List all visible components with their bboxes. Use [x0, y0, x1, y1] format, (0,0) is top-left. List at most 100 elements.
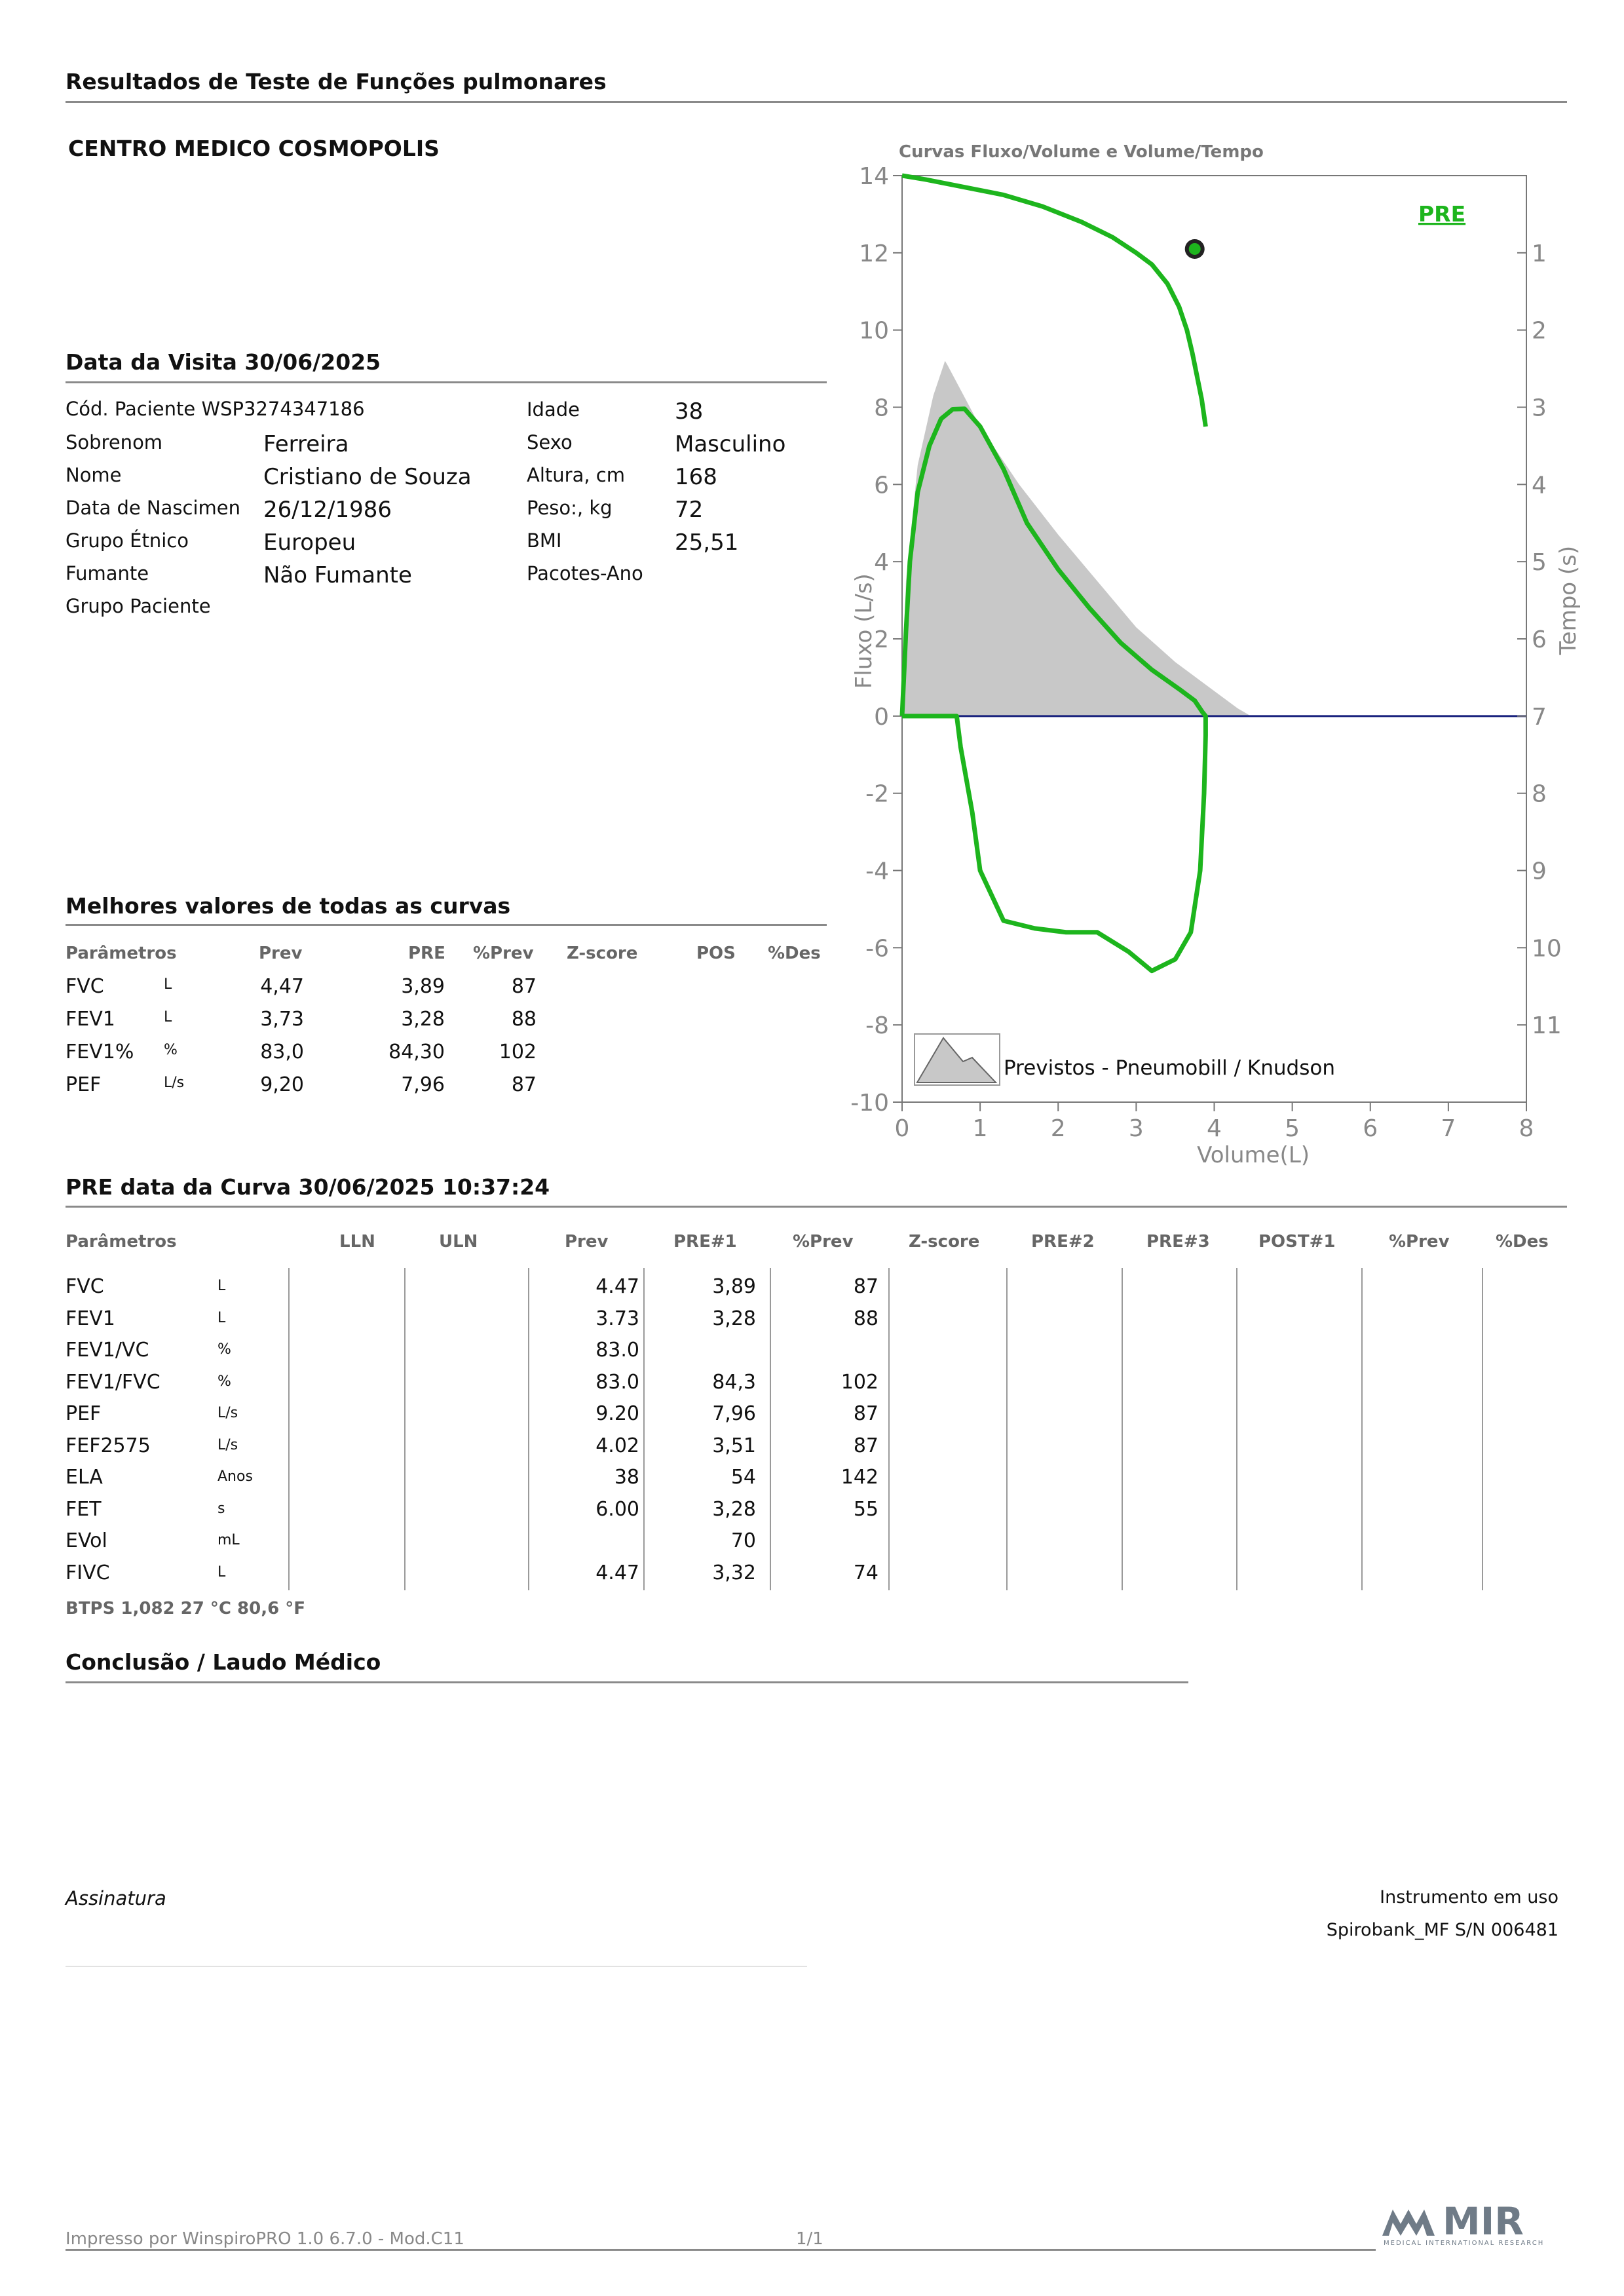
param-unit: % — [164, 1042, 178, 1058]
y2-tick-label: 10 — [1532, 935, 1562, 962]
column-header: Prev — [565, 1232, 609, 1252]
param-unit: L — [217, 1278, 226, 1294]
patient-value: Cristiano de Souza — [263, 464, 472, 490]
param-unit: L — [217, 1564, 226, 1580]
prev-value: 9,20 — [260, 1073, 304, 1096]
param-unit: L — [217, 1310, 226, 1326]
pre1-value: 70 — [730, 1529, 756, 1552]
pprev-value: 87 — [853, 1434, 878, 1457]
column-header: Parâmetros — [66, 1232, 177, 1252]
title-divider — [66, 101, 1567, 103]
pprev-value: 102 — [840, 1371, 878, 1394]
mir-logo-subtitle: MEDICAL INTERNATIONAL RESEARCH — [1384, 2240, 1545, 2247]
pprev-value: 74 — [853, 1561, 878, 1584]
column-header: LLN — [339, 1232, 375, 1252]
patient-value: Ferreira — [263, 431, 349, 457]
patient-label: Pacotes-Ano — [527, 562, 643, 584]
column-separator — [288, 1268, 290, 1590]
param-unit: L — [164, 1009, 172, 1025]
prev-value: 3,73 — [260, 1008, 304, 1031]
pre-value: 84,30 — [388, 1041, 445, 1063]
column-separator — [888, 1268, 890, 1590]
conclusion-divider — [66, 1681, 1188, 1683]
column-header: Parâmetros — [66, 944, 177, 963]
pre1-value: 54 — [730, 1466, 756, 1489]
patient-value: Não Fumante — [263, 562, 412, 588]
center-name: CENTRO MEDICO COSMOPOLIS — [68, 136, 440, 161]
x-tick-label: 4 — [1207, 1115, 1222, 1142]
x-tick-label: 6 — [1363, 1115, 1378, 1142]
instrument-value: Spirobank_MF S/N 006481 — [1326, 1920, 1558, 1940]
patient-value: 72 — [675, 497, 704, 523]
param-unit: L — [164, 976, 172, 993]
column-header: POST#1 — [1258, 1232, 1336, 1252]
column-separator — [1122, 1268, 1123, 1590]
pre1-value: 3,28 — [712, 1498, 756, 1521]
pre-volume-time-curve — [901, 173, 1208, 427]
curve-title: PRE data da Curva 30/06/2025 10:37:24 — [66, 1174, 550, 1200]
pprev-value: 102 — [499, 1041, 537, 1063]
param-name: FEF2575 — [66, 1434, 151, 1457]
patient-label: BMI — [527, 529, 562, 552]
y2-tick-label: 7 — [1532, 704, 1547, 731]
prev-value: 38 — [614, 1466, 639, 1489]
y2-tick-label: 9 — [1532, 858, 1547, 885]
param-name: FEV1 — [66, 1008, 115, 1031]
y2-axis-label: Tempo (s) — [1555, 546, 1581, 655]
prev-value: 83.0 — [595, 1339, 639, 1362]
column-separator — [404, 1268, 406, 1590]
x-axis-label: Volume(L) — [1197, 1142, 1310, 1168]
param-unit: s — [217, 1501, 225, 1517]
patient-value: Masculino — [675, 431, 786, 457]
legend-predicted-icon — [916, 1037, 998, 1083]
pprev-value: 87 — [853, 1402, 878, 1425]
pre1-value: 7,96 — [712, 1402, 756, 1425]
y-tick-label: -10 — [850, 1090, 889, 1117]
patient-value: 38 — [675, 398, 704, 425]
param-name: PEF — [66, 1402, 102, 1425]
btps-info: BTPS 1,082 27 °C 80,6 °F — [66, 1599, 306, 1618]
param-name: ELA — [66, 1466, 103, 1489]
prev-value: 4.47 — [595, 1275, 639, 1298]
y-tick-label: 4 — [874, 549, 889, 576]
param-name: FVC — [66, 975, 104, 998]
param-name: FEV1/VC — [66, 1339, 149, 1362]
plot-frame — [901, 175, 1527, 1103]
y2-tick-label: 6 — [1532, 626, 1547, 653]
mir-logo: MIR MEDICAL INTERNATIONAL RESEARCH — [1382, 2199, 1566, 2255]
y2-tick-label: 11 — [1532, 1012, 1562, 1039]
y-tick-label: -2 — [865, 781, 889, 808]
patient-label: Altura, cm — [527, 464, 625, 486]
column-header: PRE — [408, 944, 445, 963]
x-tick-label: 1 — [973, 1115, 988, 1142]
mir-logo-text: MIR — [1443, 2199, 1524, 2244]
param-name: FEV1% — [66, 1041, 134, 1063]
param-name: FEV1/FVC — [66, 1371, 161, 1394]
x-tick-label: 2 — [1051, 1115, 1066, 1142]
param-unit: L/s — [164, 1075, 185, 1091]
pre1-value: 3,89 — [712, 1275, 756, 1298]
y-tick-label: 0 — [874, 704, 889, 731]
column-separator — [643, 1268, 645, 1590]
report-title: Resultados de Teste de Funções pulmonare… — [66, 69, 607, 94]
y-tick-label: 2 — [874, 626, 889, 653]
footer-line — [66, 2249, 1376, 2251]
patient-code: Cód. Paciente WSP3274347186 — [66, 398, 365, 420]
column-header: ULN — [439, 1232, 478, 1252]
column-separator — [1482, 1268, 1483, 1590]
visit-title: Data da Visita 30/06/2025 — [66, 349, 381, 375]
instrument-label: Instrumento em uso — [1380, 1887, 1558, 1907]
column-separator — [1006, 1268, 1008, 1590]
param-name: FIVC — [66, 1561, 110, 1584]
y2-tick-label: 4 — [1532, 472, 1547, 499]
column-header: Prev — [259, 944, 303, 963]
chart-title: Curvas Fluxo/Volume e Volume/Tempo — [899, 142, 1264, 162]
column-header: %Prev — [793, 1232, 854, 1252]
param-unit: % — [217, 1373, 231, 1390]
pre-flow-volume-curve — [899, 406, 1208, 974]
y2-tick-label: 5 — [1532, 549, 1547, 576]
y-axis-label: Fluxo (L/s) — [851, 573, 877, 689]
y-tick-label: 10 — [859, 318, 889, 345]
curve-divider — [66, 1206, 1567, 1208]
